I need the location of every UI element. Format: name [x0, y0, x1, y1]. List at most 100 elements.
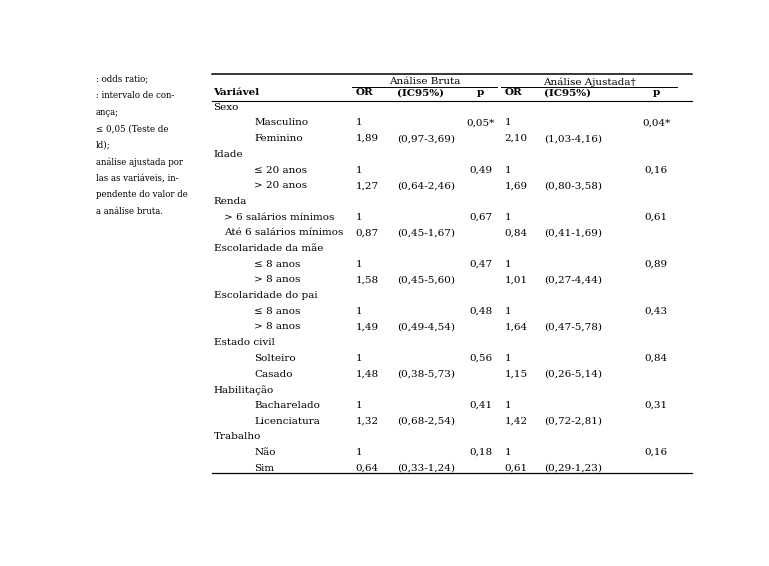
Text: Licenciatura: Licenciatura — [254, 417, 320, 426]
Text: 0,16: 0,16 — [644, 448, 668, 457]
Text: 0,41: 0,41 — [469, 401, 492, 410]
Text: Até 6 salários mínimos: Até 6 salários mínimos — [225, 228, 344, 237]
Text: ≤ 20 anos: ≤ 20 anos — [254, 165, 307, 174]
Text: (IC95%): (IC95%) — [397, 88, 444, 97]
Text: 1: 1 — [355, 118, 362, 127]
Text: (0,41-1,69): (0,41-1,69) — [544, 228, 602, 237]
Text: (0,38-5,73): (0,38-5,73) — [397, 370, 455, 379]
Text: (IC95%): (IC95%) — [544, 88, 591, 97]
Text: (0,68-2,54): (0,68-2,54) — [397, 417, 455, 426]
Text: 1: 1 — [504, 448, 511, 457]
Text: 1: 1 — [355, 307, 362, 316]
Text: Solteiro: Solteiro — [254, 354, 296, 363]
Text: : odds ratio;: : odds ratio; — [96, 75, 148, 83]
Text: Feminino: Feminino — [254, 134, 303, 143]
Text: 0,04*: 0,04* — [642, 118, 671, 127]
Text: 0,87: 0,87 — [355, 228, 378, 237]
Text: Não: Não — [254, 448, 275, 457]
Text: las as variáveis, in-: las as variáveis, in- — [96, 174, 178, 183]
Text: 1: 1 — [355, 260, 362, 269]
Text: 0,84: 0,84 — [644, 354, 668, 363]
Text: (0,72-2,81): (0,72-2,81) — [544, 417, 602, 426]
Text: 1,58: 1,58 — [355, 276, 378, 284]
Text: 0,18: 0,18 — [469, 448, 492, 457]
Text: Masculino: Masculino — [254, 118, 308, 127]
Text: 1: 1 — [504, 213, 511, 222]
Text: 0,31: 0,31 — [644, 401, 668, 410]
Text: Idade: Idade — [214, 150, 243, 159]
Text: 0,56: 0,56 — [469, 354, 492, 363]
Text: 1,48: 1,48 — [355, 370, 378, 379]
Text: 0,61: 0,61 — [504, 464, 528, 473]
Text: 1: 1 — [504, 260, 511, 269]
Text: ≤ 0,05 (Teste de: ≤ 0,05 (Teste de — [96, 124, 168, 133]
Text: 1: 1 — [355, 213, 362, 222]
Text: (1,03-4,16): (1,03-4,16) — [544, 134, 602, 143]
Text: 0,05*: 0,05* — [467, 118, 494, 127]
Text: 1,27: 1,27 — [355, 181, 378, 190]
Text: : intervalo de con-: : intervalo de con- — [96, 91, 175, 100]
Text: 0,84: 0,84 — [504, 228, 528, 237]
Text: Bacharelado: Bacharelado — [254, 401, 320, 410]
Text: 1,32: 1,32 — [355, 417, 378, 426]
Text: Casado: Casado — [254, 370, 292, 379]
Text: (0,45-5,60): (0,45-5,60) — [397, 276, 455, 284]
Text: (0,26-5,14): (0,26-5,14) — [544, 370, 602, 379]
Text: a análise bruta.: a análise bruta. — [96, 207, 163, 216]
Text: (0,64-2,46): (0,64-2,46) — [397, 181, 455, 190]
Text: Variável: Variável — [214, 88, 260, 97]
Text: (0,49-4,54): (0,49-4,54) — [397, 323, 455, 332]
Text: (0,27-4,44): (0,27-4,44) — [544, 276, 602, 284]
Text: 1: 1 — [504, 118, 511, 127]
Text: Trabalho: Trabalho — [214, 432, 261, 441]
Text: 0,89: 0,89 — [644, 260, 668, 269]
Text: 0,64: 0,64 — [355, 464, 378, 473]
Text: Análise Bruta: Análise Bruta — [389, 77, 460, 86]
Text: 2,10: 2,10 — [504, 134, 528, 143]
Text: > 20 anos: > 20 anos — [254, 181, 307, 190]
Text: 1: 1 — [504, 354, 511, 363]
Text: Estado civil: Estado civil — [214, 338, 275, 347]
Text: 1,49: 1,49 — [355, 323, 378, 332]
Text: 1,15: 1,15 — [504, 370, 528, 379]
Text: 0,61: 0,61 — [644, 213, 668, 222]
Text: (0,33-1,24): (0,33-1,24) — [397, 464, 455, 473]
Text: 0,48: 0,48 — [469, 307, 492, 316]
Text: 1: 1 — [504, 307, 511, 316]
Text: 1,64: 1,64 — [504, 323, 528, 332]
Text: > 8 anos: > 8 anos — [254, 323, 301, 332]
Text: 1: 1 — [355, 401, 362, 410]
Text: 0,67: 0,67 — [469, 213, 492, 222]
Text: 1,69: 1,69 — [504, 181, 528, 190]
Text: ≤ 8 anos: ≤ 8 anos — [254, 260, 301, 269]
Text: 1: 1 — [504, 165, 511, 174]
Text: (0,80-3,58): (0,80-3,58) — [544, 181, 602, 190]
Text: ld);: ld); — [96, 141, 111, 149]
Text: 1,01: 1,01 — [504, 276, 528, 284]
Text: > 6 salários mínimos: > 6 salários mínimos — [225, 213, 335, 222]
Text: 1,42: 1,42 — [504, 417, 528, 426]
Text: Escolaridade da mãe: Escolaridade da mãe — [214, 244, 323, 253]
Text: 0,43: 0,43 — [644, 307, 668, 316]
Text: 1: 1 — [355, 165, 362, 174]
Text: análise ajustada por: análise ajustada por — [96, 157, 183, 167]
Text: 1,89: 1,89 — [355, 134, 378, 143]
Text: Sexo: Sexo — [214, 103, 239, 112]
Text: Análise Ajustada†: Análise Ajustada† — [543, 77, 636, 87]
Text: OR: OR — [504, 88, 522, 97]
Text: Habilitação: Habilitação — [214, 385, 274, 395]
Text: ≤ 8 anos: ≤ 8 anos — [254, 307, 301, 316]
Text: pendente do valor de: pendente do valor de — [96, 190, 188, 199]
Text: 1: 1 — [355, 354, 362, 363]
Text: p: p — [477, 88, 484, 97]
Text: ança;: ança; — [96, 108, 119, 117]
Text: > 8 anos: > 8 anos — [254, 276, 301, 284]
Text: 0,16: 0,16 — [644, 165, 668, 174]
Text: Sim: Sim — [254, 464, 275, 473]
Text: p: p — [653, 88, 660, 97]
Text: (0,29-1,23): (0,29-1,23) — [544, 464, 602, 473]
Text: (0,45-1,67): (0,45-1,67) — [397, 228, 455, 237]
Text: 1: 1 — [355, 448, 362, 457]
Text: 0,49: 0,49 — [469, 165, 492, 174]
Text: 1: 1 — [504, 401, 511, 410]
